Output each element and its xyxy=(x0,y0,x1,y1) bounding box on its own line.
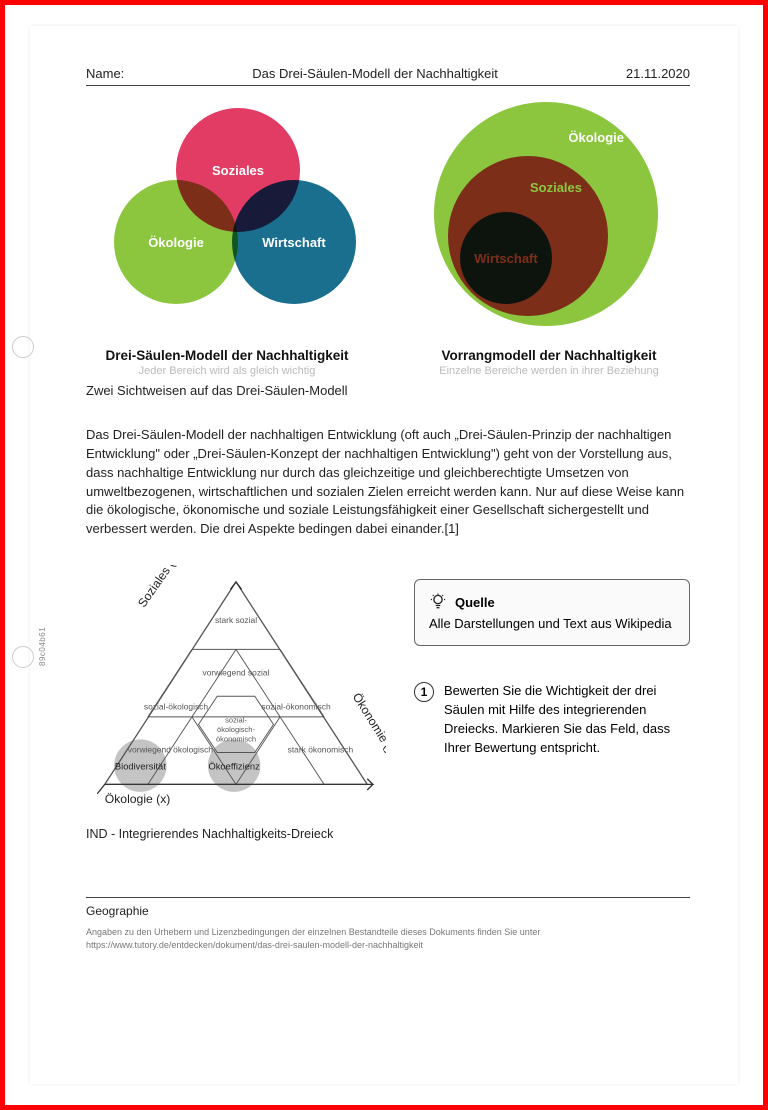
svg-text:Ökonomie (y): Ökonomie (y) xyxy=(350,690,386,759)
svg-text:sozial-ökonomisch: sozial-ökonomisch xyxy=(261,701,331,711)
punch-hole-icon xyxy=(12,646,34,668)
triangle-caption: IND - Integrierendes Nachhaltigkeits-Dre… xyxy=(86,827,386,841)
nested-title: Vorrangmodell der Nachhaltigkeit xyxy=(408,348,690,363)
svg-text:ökologisch-: ökologisch- xyxy=(217,725,255,734)
nested-subtitle: Einzelne Bereiche werden in ihrer Bezieh… xyxy=(408,365,690,377)
svg-text:ökonomisch: ökonomisch xyxy=(216,734,256,743)
svg-text:stark ökonomisch: stark ökonomisch xyxy=(288,745,354,755)
svg-text:Ökoeffizienz: Ökoeffizienz xyxy=(208,761,260,771)
footer-rule xyxy=(86,897,690,898)
source-text: Alle Darstellungen und Text aus Wikipedi… xyxy=(429,615,675,633)
source-title: Quelle xyxy=(455,595,495,610)
side-code: 89c04b61 xyxy=(38,627,47,666)
venn-ecology: Ökologie xyxy=(114,180,238,304)
right-column: Quelle Alle Darstellungen und Text aus W… xyxy=(414,565,690,758)
lightbulb-icon xyxy=(429,592,447,613)
date: 21.11.2020 xyxy=(626,66,690,81)
punch-hole-icon xyxy=(12,336,34,358)
nested-diagram: Ökologie Soziales Wirtschaft xyxy=(420,102,680,322)
venn-title: Drei-Säulen-Modell der Nachhaltigkeit xyxy=(86,348,368,363)
triangle-diagram: stark sozial vorwiegend sozial sozial-ök… xyxy=(86,565,386,841)
diagram-labels: Drei-Säulen-Modell der Nachhaltigkeit Je… xyxy=(86,348,690,377)
overall-subtitle: Zwei Sichtweisen auf das Drei-Säulen-Mod… xyxy=(86,383,690,398)
lower-section: stark sozial vorwiegend sozial sozial-ök… xyxy=(86,565,690,841)
svg-text:sozial-ökologisch: sozial-ökologisch xyxy=(144,701,208,711)
task-item: 1 Bewerten Sie die Wichtigkeit der drei … xyxy=(414,682,690,757)
svg-text:Ökologie (x): Ökologie (x) xyxy=(105,792,171,806)
body-paragraph: Das Drei-Säulen-Modell der nachhaltigen … xyxy=(86,426,690,539)
page-title: Das Drei-Säulen-Modell der Nachhaltigkei… xyxy=(124,66,626,81)
worksheet-page: Name: Das Drei-Säulen-Modell der Nachhal… xyxy=(30,26,738,1084)
name-label: Name: xyxy=(86,66,124,81)
task-text: Bewerten Sie die Wichtigkeit der drei Sä… xyxy=(444,682,690,757)
task-number: 1 xyxy=(414,682,434,702)
footer-note: Angaben zu den Urhebern und Lizenzbeding… xyxy=(86,926,690,951)
svg-text:vorwiegend sozial: vorwiegend sozial xyxy=(203,668,270,678)
svg-text:sozial-: sozial- xyxy=(225,716,247,725)
svg-text:Soziales (z): Soziales (z) xyxy=(135,565,183,610)
venn-subtitle: Jeder Bereich wird als gleich wichtig xyxy=(86,365,368,377)
svg-text:vorwiegend ökologisch: vorwiegend ökologisch xyxy=(128,745,214,755)
nested-economy: Wirtschaft xyxy=(460,212,552,304)
venn-diagram: Soziales Ökologie Wirtschaft xyxy=(106,108,366,308)
svg-text:stark sozial: stark sozial xyxy=(215,615,257,625)
venn-economy: Wirtschaft xyxy=(232,180,356,304)
svg-text:Biodiversität: Biodiversität xyxy=(115,761,166,771)
diagram-row: Soziales Ökologie Wirtschaft Ökologie So… xyxy=(86,108,690,348)
source-box: Quelle Alle Darstellungen und Text aus W… xyxy=(414,579,690,646)
footer-subject: Geographie xyxy=(86,904,690,918)
header: Name: Das Drei-Säulen-Modell der Nachhal… xyxy=(86,66,690,86)
